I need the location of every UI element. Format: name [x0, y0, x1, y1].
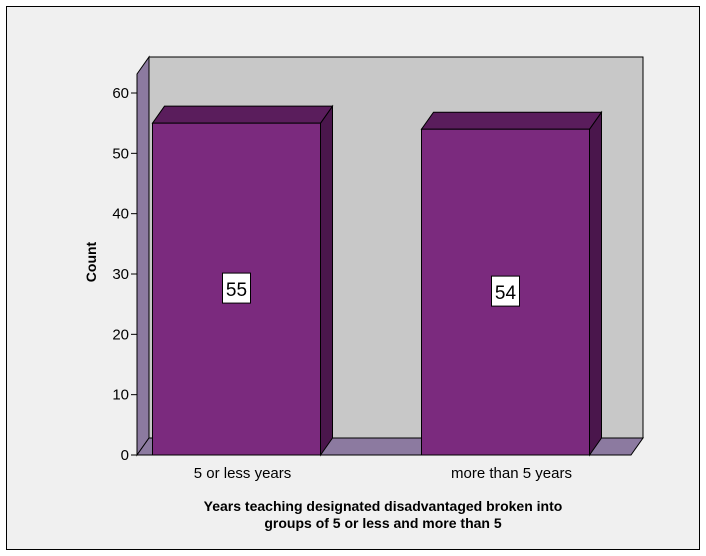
data-label: 55: [226, 280, 247, 301]
y-axis-title: Count: [83, 241, 99, 282]
data-label: 54: [495, 283, 517, 304]
bar-top: [420, 111, 603, 130]
bar-top: [151, 105, 334, 124]
x-category-label: more than 5 years: [451, 465, 572, 482]
y-tick-label: 40: [112, 206, 129, 223]
bar-side: [320, 104, 333, 457]
x-axis-title-line-2: groups of 5 or less and more than 5: [264, 515, 501, 531]
x-category-labels: 5 or less years more than 5 years: [194, 465, 572, 482]
side-wall: [136, 55, 150, 457]
bars: 55 54: [151, 104, 603, 457]
y-tick-label: 10: [112, 387, 129, 404]
y-tick-label: 0: [121, 447, 129, 464]
y-tick-label: 20: [112, 326, 129, 343]
y-tick-label: 30: [112, 266, 129, 283]
x-axis-title-line-1: Years teaching designated disadvantaged …: [204, 498, 563, 514]
y-tick-label: 60: [112, 85, 129, 102]
bar-side: [589, 110, 602, 457]
x-category-label: 5 or less years: [194, 465, 292, 482]
y-axis: 0 10 20 30 40 50 60: [112, 74, 138, 464]
data-label-box: [491, 275, 520, 307]
data-label-box: [222, 272, 251, 304]
y-tick-label: 50: [112, 145, 129, 162]
